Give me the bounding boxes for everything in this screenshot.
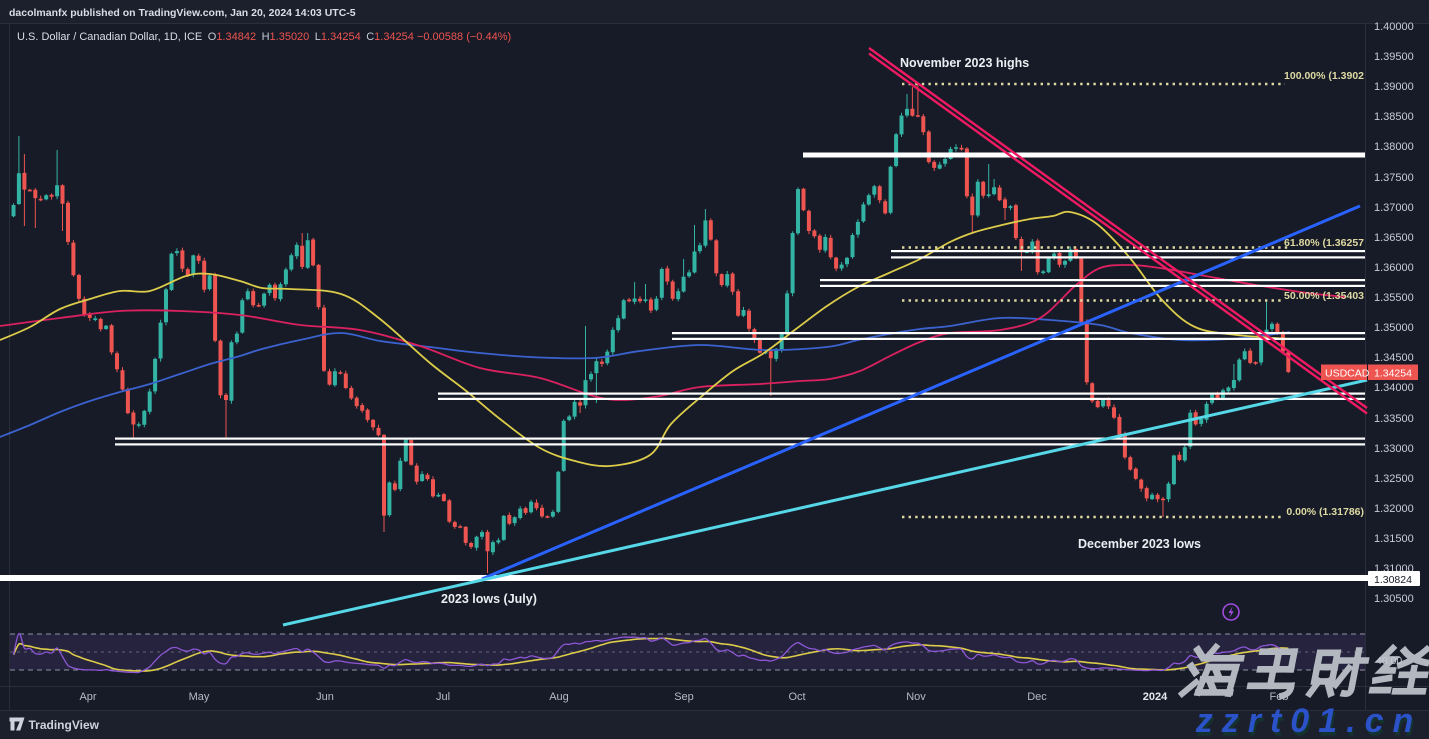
svg-text:May: May (189, 691, 210, 703)
svg-text:Jun: Jun (316, 691, 334, 703)
svg-text:1.30824: 1.30824 (1374, 574, 1412, 586)
svg-text:U.S. Dollar / Canadian Dollar,: U.S. Dollar / Canadian Dollar, 1D, ICE O… (17, 31, 511, 43)
svg-text:Dec: Dec (1027, 691, 1047, 703)
svg-text:2024: 2024 (1143, 691, 1168, 703)
svg-text:TradingView: TradingView (29, 718, 100, 732)
svg-text:1.39500: 1.39500 (1374, 51, 1414, 63)
svg-text:November 2023 highs: November 2023 highs (900, 56, 1029, 70)
svg-text:1.30500: 1.30500 (1374, 593, 1414, 605)
svg-text:Oct: Oct (788, 691, 805, 703)
svg-text:1.37000: 1.37000 (1374, 202, 1414, 214)
svg-text:1.38000: 1.38000 (1374, 141, 1414, 153)
svg-text:1.32000: 1.32000 (1374, 503, 1414, 515)
svg-text:40.00: 40.00 (1376, 655, 1402, 667)
svg-text:Aug: Aug (549, 691, 569, 703)
svg-text:0.00% (1.31786): 0.00% (1.31786) (1286, 506, 1364, 518)
svg-text:Nov: Nov (906, 691, 926, 703)
svg-text:dacolmanfx published on Tradin: dacolmanfx published on TradingView.com,… (9, 7, 356, 19)
svg-text:Apr: Apr (79, 691, 96, 703)
svg-text:1.31500: 1.31500 (1374, 533, 1414, 545)
svg-text:1.36500: 1.36500 (1374, 232, 1414, 244)
svg-text:1.34254: 1.34254 (1374, 368, 1412, 380)
svg-text:100.00% (1.3902: 100.00% (1.3902 (1284, 70, 1364, 82)
svg-text:61.80% (1.36257: 61.80% (1.36257 (1284, 237, 1364, 249)
svg-text:1.40000: 1.40000 (1374, 21, 1414, 33)
svg-text:1.34000: 1.34000 (1374, 382, 1414, 394)
svg-text:1.33500: 1.33500 (1374, 413, 1414, 425)
svg-text:1.36000: 1.36000 (1374, 262, 1414, 274)
svg-text:1.34500: 1.34500 (1374, 352, 1414, 364)
svg-text:1.38500: 1.38500 (1374, 111, 1414, 123)
svg-text:1.35500: 1.35500 (1374, 292, 1414, 304)
svg-text:1.32500: 1.32500 (1374, 473, 1414, 485)
svg-text:zzrt01.cn: zzrt01.cn (1195, 702, 1423, 739)
svg-text:1.35000: 1.35000 (1374, 322, 1414, 334)
svg-text:50.00% (1.35403: 50.00% (1.35403 (1284, 290, 1364, 302)
svg-text:1.33000: 1.33000 (1374, 443, 1414, 455)
svg-text:zzrt01.cn: zzrt01.cn (1196, 706, 1424, 739)
svg-text:USDCAD: USDCAD (1325, 368, 1370, 380)
svg-text:1.37500: 1.37500 (1374, 172, 1414, 184)
svg-text:1.39000: 1.39000 (1374, 81, 1414, 93)
svg-text:Sep: Sep (674, 691, 694, 703)
svg-text:Jul: Jul (436, 691, 450, 703)
svg-text:2023 lows (July): 2023 lows (July) (441, 592, 537, 606)
svg-text:December 2023 lows: December 2023 lows (1078, 537, 1201, 551)
